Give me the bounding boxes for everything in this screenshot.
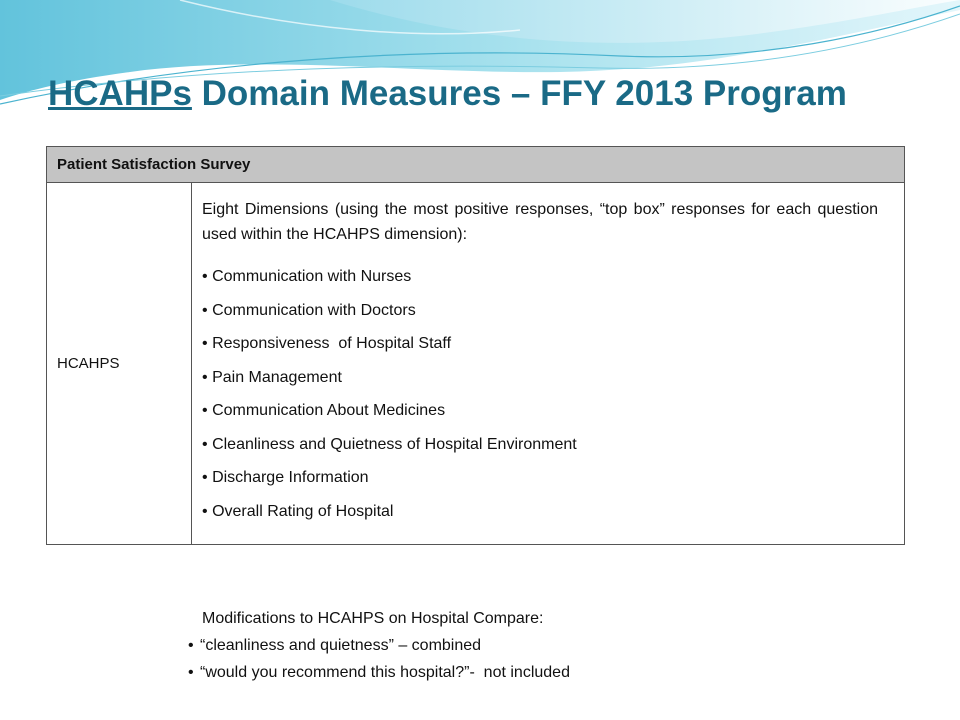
decorative-wave-banner <box>0 0 960 105</box>
list-item: • Communication with Doctors <box>202 294 878 328</box>
bullet-icon: • <box>188 637 194 654</box>
measures-table: Patient Satisfaction Survey HCAHPS Eight… <box>46 146 905 545</box>
list-item: • Cleanliness and Quietness of Hospital … <box>202 428 878 462</box>
modification-label: “would you recommend this hospital?”- no… <box>200 664 570 681</box>
modifications-heading: Modifications to HCAHPS on Hospital Comp… <box>202 610 544 627</box>
dimension-label: Communication with Doctors <box>212 301 416 319</box>
bullet-icon: • <box>202 435 208 453</box>
dimension-label: Cleanliness and Quietness of Hospital En… <box>212 435 577 453</box>
row-label-cell: HCAHPS <box>46 182 192 545</box>
list-item: • Pain Management <box>202 361 878 395</box>
bullet-icon: • <box>188 664 194 681</box>
slide-title: HCAHPs Domain Measures – FFY 2013 Progra… <box>48 74 847 114</box>
list-item: • Responsiveness of Hospital Staff <box>202 327 878 361</box>
modifications-note: Modifications to HCAHPS on Hospital Comp… <box>188 606 570 686</box>
dimension-label: Overall Rating of Hospital <box>212 502 394 520</box>
list-item: • “cleanliness and quietness” – combined <box>188 632 570 659</box>
bullet-icon: • <box>202 502 208 520</box>
dimension-label: Pain Management <box>212 368 342 386</box>
title-rest: Domain Measures – FFY 2013 Program <box>191 74 847 113</box>
dimension-label: Communication About Medicines <box>212 402 446 419</box>
bullet-icon: • <box>202 335 208 352</box>
bullet-icon: • <box>202 402 208 419</box>
dimension-label: Responsiveness of Hospital Staff <box>212 335 452 352</box>
dimension-list: • Communication with Nurses • Communicat… <box>202 260 878 528</box>
dimensions-intro: Eight Dimensions (using the most positiv… <box>202 201 878 243</box>
modifications-list: • “cleanliness and quietness” – combined … <box>188 632 570 686</box>
dimensions-cell: Eight Dimensions (using the most positiv… <box>191 182 905 545</box>
modification-label: “cleanliness and quietness” – combined <box>200 637 482 654</box>
bullet-icon: • <box>202 368 208 386</box>
title-underlined-word: HCAHPs <box>48 74 192 113</box>
table-header-row: Patient Satisfaction Survey <box>46 146 905 183</box>
bullet-icon: • <box>202 469 208 486</box>
bullet-icon: • <box>202 268 208 285</box>
list-item: • Communication with Nurses <box>202 260 878 294</box>
list-item: • “would you recommend this hospital?”- n… <box>188 659 570 686</box>
table-header-cell: Patient Satisfaction Survey <box>46 146 905 183</box>
bullet-icon: • <box>202 301 208 319</box>
table-row: HCAHPS Eight Dimensions (using the most … <box>46 182 905 545</box>
list-item: • Overall Rating of Hospital <box>202 495 878 529</box>
dimension-label: Discharge Information <box>212 469 369 486</box>
list-item: • Communication About Medicines <box>202 394 878 428</box>
dimension-label: Communication with Nurses <box>212 268 412 285</box>
list-item: • Discharge Information <box>202 461 878 495</box>
